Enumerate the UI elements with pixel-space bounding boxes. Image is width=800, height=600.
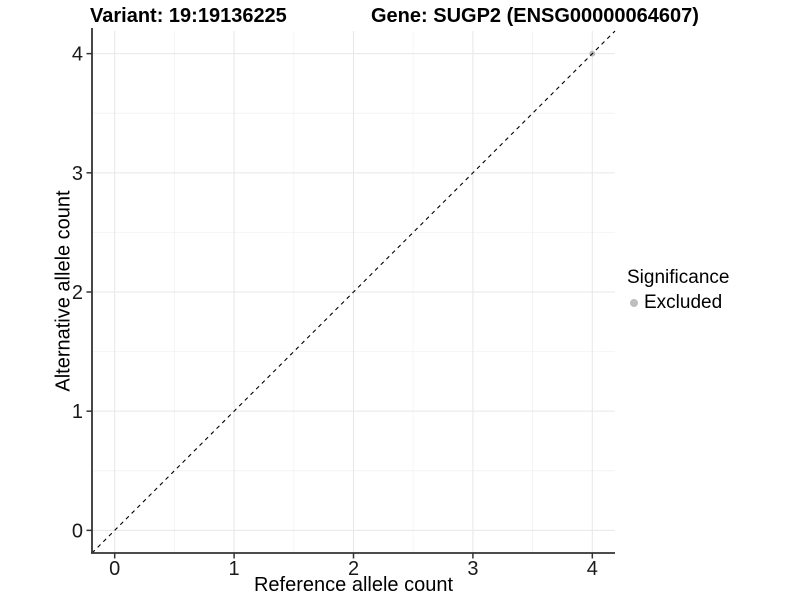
- x-tick-label: 0: [109, 558, 120, 580]
- y-tick-label: 1: [72, 401, 83, 423]
- x-tick-label: 2: [348, 558, 359, 580]
- legend: Significance Excluded: [627, 267, 729, 313]
- x-axis-title: Reference allele count: [253, 574, 453, 596]
- y-axis-title: Alternative allele count: [52, 190, 75, 392]
- y-tick-label: 3: [72, 163, 83, 185]
- x-tick-label: 1: [229, 558, 240, 580]
- legend-title: Significance: [627, 267, 730, 288]
- legend-entry-excluded: Excluded: [630, 292, 729, 313]
- y-tick-label: 2: [72, 282, 83, 304]
- plot-title-gene: Gene: SUGP2 (ENSG00000064607): [371, 5, 699, 27]
- identity-line: [91, 30, 616, 554]
- legend-entry-label: Excluded: [644, 292, 723, 313]
- excluded-point-icon: [630, 298, 638, 307]
- plot-title-variant: Variant: 19:19136225: [90, 5, 287, 27]
- x-tick-label: 3: [467, 558, 478, 580]
- x-tick-label: 4: [587, 558, 598, 580]
- y-tick-label: 0: [72, 520, 83, 542]
- y-tick-label: 4: [72, 44, 83, 66]
